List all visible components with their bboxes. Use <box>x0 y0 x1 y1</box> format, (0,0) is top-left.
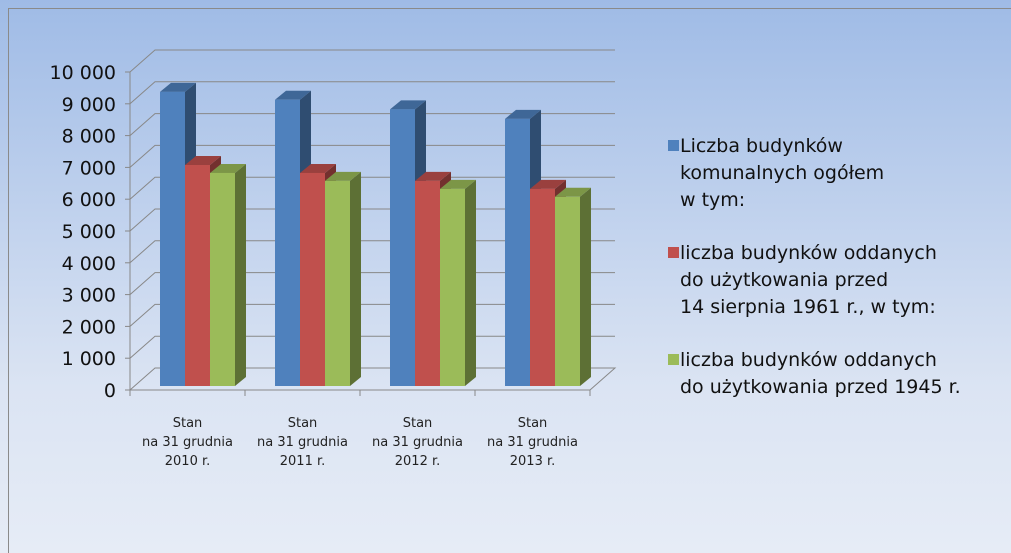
floor <box>128 367 617 391</box>
y-tick-label: 10 000 <box>50 62 116 84</box>
bar-top <box>210 163 246 173</box>
y-tick-label: 5 000 <box>62 221 116 243</box>
bar-side <box>465 179 476 386</box>
legend-swatch <box>668 247 679 258</box>
bar-top <box>390 100 426 110</box>
y-tick-label: 6 000 <box>62 189 116 211</box>
legend-swatch <box>668 354 679 365</box>
grid-line <box>129 81 615 105</box>
y-tick-label: 1 000 <box>62 348 116 370</box>
bar-side <box>235 163 246 386</box>
bar-top <box>275 90 311 100</box>
y-tick-label: 4 000 <box>62 253 116 275</box>
bar <box>325 171 361 386</box>
grid-line <box>129 144 615 168</box>
bar-top <box>185 155 221 165</box>
bar-front <box>160 91 185 386</box>
bar-top <box>415 171 451 181</box>
legend-label: liczba budynków oddanych do użytkowania … <box>680 242 937 318</box>
x-tick-label: Stan na 31 grudnia 2011 r. <box>257 416 348 469</box>
legend-item: liczba budynków oddanych do użytkowania … <box>668 347 961 401</box>
bar-front <box>325 180 350 386</box>
bar-top <box>505 109 541 119</box>
bar-front <box>440 188 465 386</box>
grid-line <box>129 113 615 136</box>
y-tick-label: 9 000 <box>62 94 116 116</box>
legend-label: Liczba budynków komunalnych ogółem w tym… <box>680 135 885 211</box>
bar-side <box>350 171 361 386</box>
bar-front <box>185 164 210 386</box>
bar-top <box>300 163 336 173</box>
bar-top <box>325 171 361 181</box>
bar <box>555 187 591 386</box>
bar-front <box>300 172 325 386</box>
x-tick-label: Stan na 31 grudnia 2010 r. <box>142 416 233 469</box>
bar-front <box>275 99 300 387</box>
legend-swatch <box>668 140 679 151</box>
x-tick-label: Stan na 31 grudnia 2013 r. <box>487 416 578 469</box>
bar <box>210 163 246 386</box>
grid-line <box>129 176 615 200</box>
y-tick-label: 2 000 <box>62 316 116 338</box>
bar-front <box>555 196 580 386</box>
legend-label: liczba budynków oddanych do użytkowania … <box>680 349 961 398</box>
bar-top <box>440 179 476 189</box>
bar-front <box>505 118 530 386</box>
y-tick-label: 8 000 <box>62 126 116 148</box>
bar-top <box>530 179 566 189</box>
frame <box>8 8 1011 553</box>
grid-line <box>129 49 615 73</box>
y-tick-label: 3 000 <box>62 285 116 307</box>
bar-front <box>530 188 555 386</box>
legend-item: Liczba budynków komunalnych ogółem w tym… <box>668 133 884 214</box>
bar-front <box>210 172 235 386</box>
x-tick-label: Stan na 31 grudnia 2012 r. <box>372 416 463 469</box>
y-tick-label: 0 <box>104 380 116 402</box>
bar-front <box>390 109 415 386</box>
legend-item: liczba budynków oddanych do użytkowania … <box>668 240 937 321</box>
y-tick-label: 7 000 <box>62 157 116 179</box>
bar-front <box>415 180 440 386</box>
bar <box>440 179 476 386</box>
bar-top <box>555 187 591 197</box>
bar-side <box>580 187 591 386</box>
bar-top <box>160 82 196 92</box>
